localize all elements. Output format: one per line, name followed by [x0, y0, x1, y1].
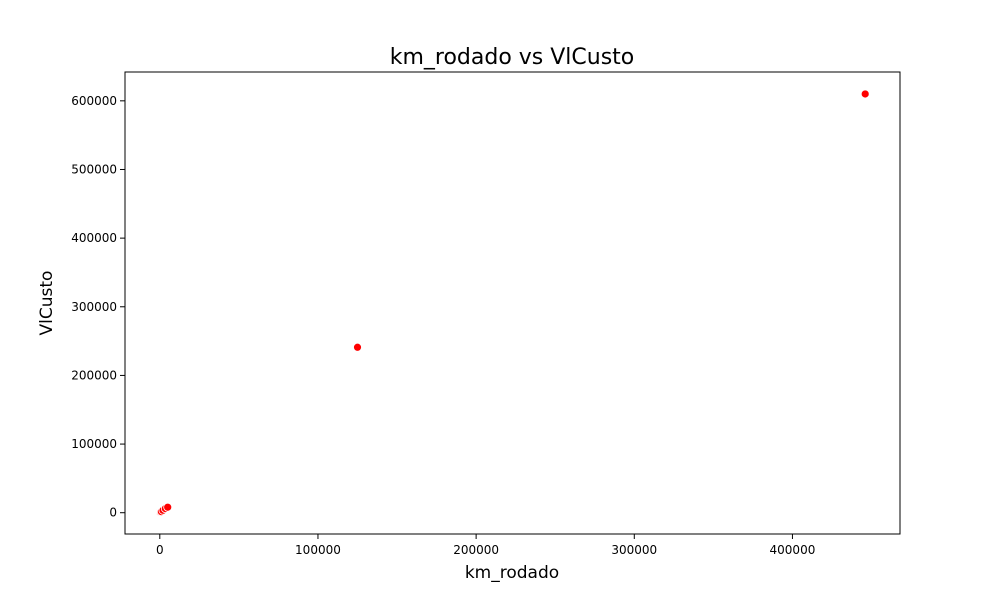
x-axis: 0 100000 200000 300000 400000: [156, 534, 815, 557]
x-tick-label: 200000: [453, 543, 499, 557]
y-axis-label: VlCusto: [37, 271, 57, 336]
plot-area: [155, 89, 870, 518]
x-tick-label: 0: [156, 543, 164, 557]
y-tick-label: 500000: [71, 162, 117, 176]
data-point: [860, 89, 870, 99]
y-axis: 0 100000 200000 300000 400000 500000 600000: [71, 94, 125, 520]
y-tick-label: 200000: [71, 368, 117, 382]
y-tick-label: 100000: [71, 437, 117, 451]
y-tick-label: 300000: [71, 300, 117, 314]
x-tick-label: 300000: [611, 543, 657, 557]
data-point: [353, 342, 362, 352]
x-axis-label: km_rodado: [465, 563, 559, 583]
y-tick-label: 0: [109, 506, 117, 520]
x-tick-label: 100000: [295, 543, 341, 557]
x-tick-label: 400000: [770, 543, 816, 557]
y-tick-label: 400000: [71, 231, 117, 245]
axes-frame: [124, 71, 901, 535]
y-tick-label: 600000: [71, 94, 117, 108]
data-point: [163, 502, 173, 512]
chart-title: km_rodado vs VlCusto: [390, 45, 635, 70]
